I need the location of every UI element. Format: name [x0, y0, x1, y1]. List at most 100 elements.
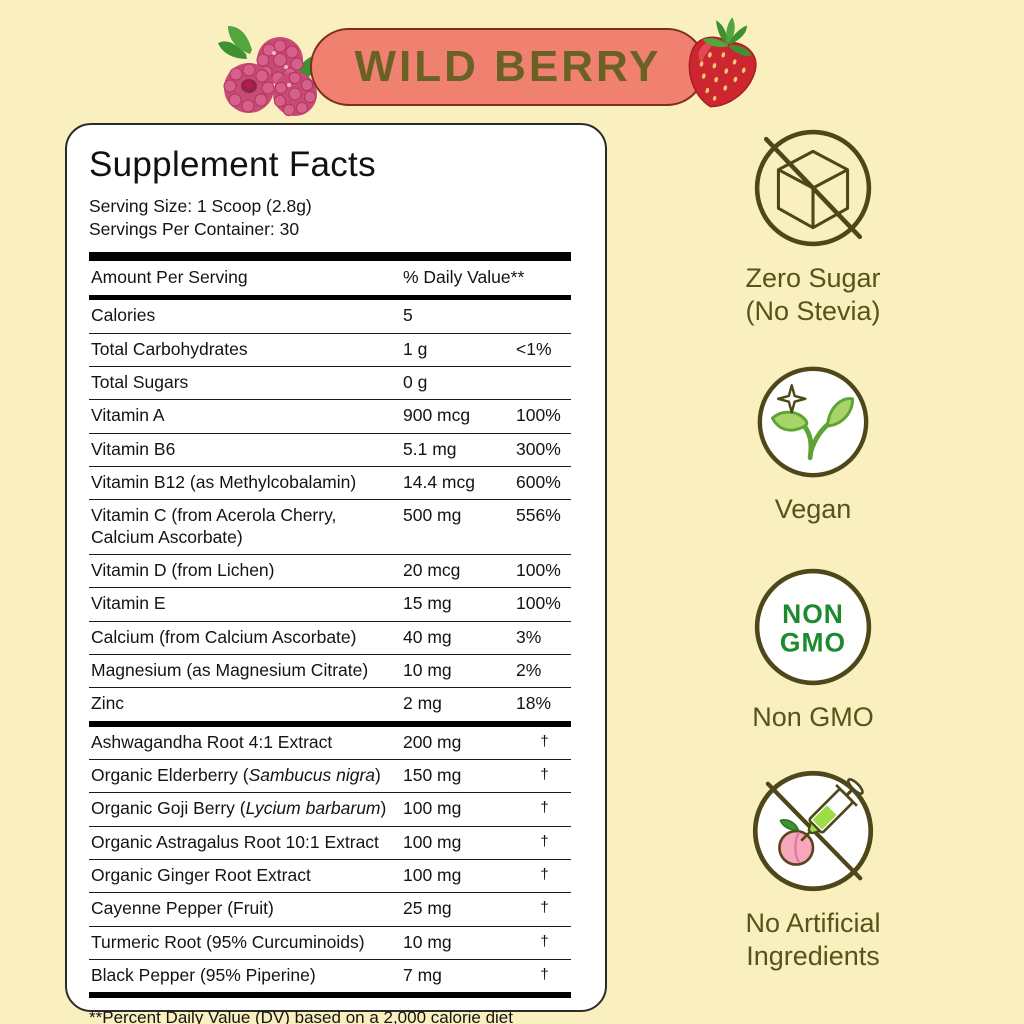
table-row: Organic Ginger Root Extract 100 mg †: [89, 860, 571, 894]
nutrient-daily-value: †: [540, 899, 549, 917]
nutrient-name: Total Carbohydrates: [91, 338, 248, 359]
table-row: Vitamin C (from Acerola Cherry, Calcium …: [89, 500, 571, 555]
raspberry-left: [223, 63, 275, 113]
table-row: Organic Elderberry (Sambucus nigra) 150 m…: [89, 760, 571, 794]
nutrient-amount: 900 mcg: [403, 405, 471, 426]
table-row: Total Carbohydrates 1 g <1%: [89, 334, 571, 367]
nutrient-name: Black Pepper (95% Piperine): [91, 965, 316, 986]
nutrient-name: Vitamin B6: [91, 438, 176, 459]
nutrient-daily-value: †: [540, 799, 549, 817]
badge-zero-sugar-label: Zero Sugar (No Stevia): [745, 263, 881, 327]
table-row: Organic Goji Berry (Lycium barbarum) 100 …: [89, 793, 571, 827]
non-gmo-icon: NON GMO: [754, 568, 872, 686]
table-row: Magnesium (as Magnesium Citrate) 10 mg 2%: [89, 655, 571, 689]
nutrient-daily-value: 18%: [516, 693, 552, 714]
nutrient-daily-value: †: [540, 932, 549, 950]
nutrient-daily-value: 600%: [516, 471, 561, 492]
table-row: Vitamin B12 (as Methylcobalamin) 14.4 mcg…: [89, 467, 571, 501]
serving-size: Serving Size: 1 Scoop (2.8g): [89, 196, 312, 216]
table-header: Amount Per Serving % Daily Value**: [89, 261, 571, 295]
raspberry-right: [273, 71, 317, 117]
table-header-amount: Amount Per Serving: [91, 267, 248, 288]
badge-non-gmo: NON GMO Non GMO: [688, 566, 938, 734]
nutrient-daily-value: 100%: [516, 559, 561, 580]
table-row: Black Pepper (95% Piperine) 7 mg †: [89, 960, 571, 999]
divider-medium-header: [89, 295, 571, 301]
nutrient-amount: 100 mg: [403, 865, 462, 886]
table-row: Vitamin D (from Lichen) 20 mcg 100%: [89, 555, 571, 589]
table-row: Turmeric Root (95% Curcuminoids) 10 mg †: [89, 927, 571, 961]
nutrient-name: Vitamin E: [91, 593, 166, 614]
servings-per-container: Servings Per Container: 30: [89, 219, 300, 240]
nutrient-name: Organic Elderberry (Sambucus nigra): [91, 765, 381, 785]
vegan-sprout-icon: [757, 366, 869, 478]
supplement-facts-title: Supplement Facts: [89, 145, 376, 184]
nutrient-amount: 15 mg: [403, 593, 452, 614]
nutrient-amount: 1 g: [403, 338, 428, 359]
nutrient-daily-value: †: [540, 866, 549, 884]
table-row: Calcium (from Calcium Ascorbate) 40 mg 3%: [89, 622, 571, 655]
table-row: Ashwagandha Root 4:1 Extract 200 mg †: [89, 727, 571, 760]
syringe-glyph: [800, 778, 864, 842]
nutrient-amount: 5: [403, 305, 413, 326]
table-row: Cayenne Pepper (Fruit) 25 mg †: [89, 893, 571, 927]
strawberry-calyx: [702, 17, 752, 56]
nutrient-amount: 2 mg: [403, 693, 442, 714]
nutrient-amount: 10 mg: [403, 931, 452, 952]
footnotes: **Percent Daily Value (DV) based on a 2,…: [89, 1007, 567, 1024]
nutrient-daily-value: †: [540, 766, 549, 783]
nutrient-amount: 7 mg: [403, 965, 442, 986]
nutrient-name: Organic Ginger Root Extract: [91, 865, 311, 886]
nutrient-name: Vitamin C (from Acerola Cherry, Calcium …: [91, 505, 337, 547]
nutrient-name: Organic Goji Berry (Lycium barbarum): [91, 798, 387, 819]
nutrient-name: Vitamin D (from Lichen): [91, 559, 275, 580]
supplement-table-body: Calories 5 Total Carbohydrates 1 g <1% Total …: [89, 300, 571, 999]
nutrient-daily-value: 556%: [516, 505, 561, 526]
badge-zero-sugar: Zero Sugar (No Stevia): [688, 127, 938, 328]
nutrient-amount: 14.4 mcg: [403, 471, 475, 492]
strawberry-image: [688, 17, 757, 108]
no-artificial-ingredients-icon: [752, 770, 874, 892]
table-row: Vitamin B6 5.1 mg 300%: [89, 434, 571, 467]
nutrient-daily-value: 2%: [516, 659, 542, 680]
badge-non-gmo-label: Non GMO: [752, 702, 874, 732]
nutrient-amount: 5.1 mg: [403, 438, 457, 459]
nutrient-amount: 0 g: [403, 371, 428, 392]
nutrient-amount: 10 mg: [403, 659, 452, 680]
flavor-banner: WILD BERRY: [310, 28, 706, 106]
nutrient-amount: 20 mcg: [403, 559, 461, 580]
nutrient-name: Calories: [91, 305, 156, 326]
svg-text:NON: NON: [782, 599, 844, 629]
nutrient-daily-value: †: [540, 966, 549, 984]
nutrient-daily-value: 300%: [516, 438, 561, 459]
nutrient-name: Turmeric Root (95% Curcuminoids): [91, 931, 365, 952]
table-row: Zinc 2 mg 18%: [89, 688, 571, 727]
footnote-percent-dv: **Percent Daily Value (DV) based on a 2,…: [89, 1008, 513, 1024]
nutrient-amount: 200 mg: [403, 731, 462, 752]
nutrient-name: Organic Astragalus Root 10:1 Extract: [91, 831, 379, 852]
nutrient-daily-value: <1%: [516, 338, 552, 359]
nutrient-amount: 100 mg: [403, 798, 462, 819]
supplement-facts-panel: Supplement Facts Serving Size: 1 Scoop (…: [65, 123, 607, 1024]
nutrient-daily-value: 3%: [516, 626, 542, 647]
nutrient-daily-value: †: [540, 832, 549, 850]
flavor-name: WILD BERRY: [354, 42, 662, 91]
table-header-dv: % Daily Value**: [403, 267, 525, 288]
table-row: Calories 5: [89, 300, 571, 334]
no-sugar-cube-icon: [754, 129, 872, 247]
nutrient-name: Vitamin B12 (as Methylcobalamin): [91, 471, 357, 492]
table-row: Vitamin E 15 mg 100%: [89, 588, 571, 622]
nutrient-daily-value: 100%: [516, 593, 561, 614]
nutrient-name: Magnesium (as Magnesium Citrate): [91, 659, 369, 680]
table-row: Organic Astragalus Root 10:1 Extract 100 …: [89, 827, 571, 861]
nutrient-daily-value: 100%: [516, 405, 561, 426]
nutrient-daily-value: †: [540, 732, 549, 750]
nutrient-name: Total Sugars: [91, 371, 189, 392]
nutrient-name: Ashwagandha Root 4:1 Extract: [91, 731, 333, 752]
nutrient-amount: 40 mg: [403, 626, 452, 647]
nutrient-amount: 100 mg: [403, 831, 462, 852]
raspberries-image: [218, 26, 320, 117]
peach-glyph: [778, 819, 815, 866]
svg-text:GMO: GMO: [780, 627, 846, 657]
